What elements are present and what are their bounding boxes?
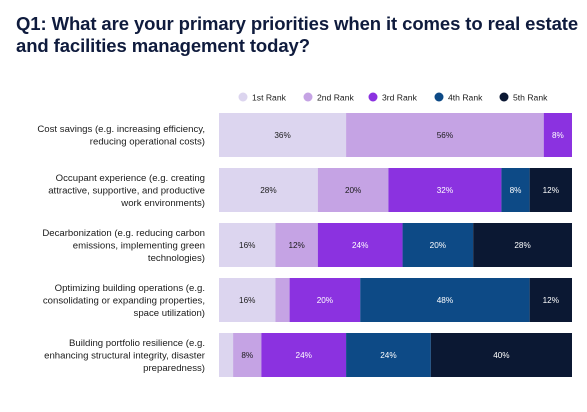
- category-label-3: Decarbonization (e.g. reducing carbon emi…: [42, 228, 205, 264]
- data-label-row3-rank4: 20%: [430, 241, 446, 250]
- category-label-1: Cost savings (e.g. increasing efficiency…: [37, 124, 205, 148]
- bar-row4-rank3: [289, 278, 361, 322]
- bar-row5-rank2: [233, 333, 262, 377]
- data-label-row5-rank2: 8%: [241, 351, 253, 360]
- category-label-5: Building portfolio resilience (e.g. enhan…: [44, 338, 206, 374]
- legend-swatch-4: [434, 92, 444, 102]
- bar-row2-rank5: [529, 168, 572, 212]
- legend-swatch-1: [238, 92, 248, 102]
- legend-label-4: 4th Rank: [448, 93, 483, 103]
- data-label-row3-rank1: 16%: [239, 241, 255, 250]
- bar-row5-rank4: [346, 333, 431, 377]
- bar-row3-rank3: [317, 223, 403, 267]
- bar-row2-rank4: [501, 168, 530, 212]
- data-label-row2-rank2: 20%: [345, 186, 361, 195]
- bar-row3-rank4: [402, 223, 474, 267]
- data-label-row4-rank1: 16%: [239, 296, 255, 305]
- bar-row5-rank3: [261, 333, 347, 377]
- bar-row2-rank2: [317, 168, 389, 212]
- legend-label-2: 2nd Rank: [317, 93, 354, 103]
- category-label-2: Occupant experience (e.g. creating attrac…: [48, 173, 205, 209]
- legend-label-5: 5th Rank: [513, 93, 548, 103]
- legend-label-1: 1st Rank: [252, 93, 287, 103]
- bar-row3-rank5: [473, 223, 572, 267]
- bar-row2-rank1: [219, 168, 318, 212]
- bar-row2-rank3: [388, 168, 502, 212]
- bar-row3-rank2: [275, 223, 318, 267]
- data-label-row3-rank3: 24%: [352, 241, 368, 250]
- bar-row4-rank1: [219, 278, 276, 322]
- data-label-row3-rank5: 28%: [514, 241, 530, 250]
- bar-row1-rank1: [219, 113, 347, 157]
- legend-swatch-2: [303, 92, 313, 102]
- data-label-row5-rank3: 24%: [296, 351, 312, 360]
- bar-row4-rank2: [275, 278, 290, 322]
- data-label-row3-rank2: 12%: [288, 241, 304, 250]
- bar-row5-rank5: [430, 333, 572, 377]
- data-label-row4-rank5: 12%: [543, 296, 559, 305]
- data-label-row1-rank1: 36%: [274, 131, 290, 140]
- bar-row1-rank2: [346, 113, 544, 157]
- legend-swatch-5: [499, 92, 509, 102]
- data-label-row5-rank5: 40%: [493, 351, 509, 360]
- data-label-row4-rank4: 48%: [437, 296, 453, 305]
- chart-title: Q1: What are your primary priorities whe…: [16, 13, 579, 56]
- bar-row4-rank5: [529, 278, 572, 322]
- data-label-row2-rank1: 28%: [260, 186, 276, 195]
- category-label-4: Optimizing building operations (e.g. cons…: [43, 283, 205, 319]
- legend-label-3: 3rd Rank: [382, 93, 418, 103]
- data-label-row4-rank3: 20%: [317, 296, 333, 305]
- bar-row3-rank1: [219, 223, 276, 267]
- data-label-row2-rank5: 12%: [543, 186, 559, 195]
- data-label-row2-rank4: 8%: [510, 186, 522, 195]
- data-label-row5-rank4: 24%: [380, 351, 396, 360]
- data-label-row1-rank2: 56%: [437, 131, 453, 140]
- bar-row5-rank1: [219, 333, 234, 377]
- data-label-row2-rank3: 32%: [437, 186, 453, 195]
- bar-row4-rank4: [360, 278, 530, 322]
- legend-swatch-3: [368, 92, 378, 102]
- data-label-row1-rank3: 8%: [552, 131, 564, 140]
- bar-row1-rank3: [543, 113, 572, 157]
